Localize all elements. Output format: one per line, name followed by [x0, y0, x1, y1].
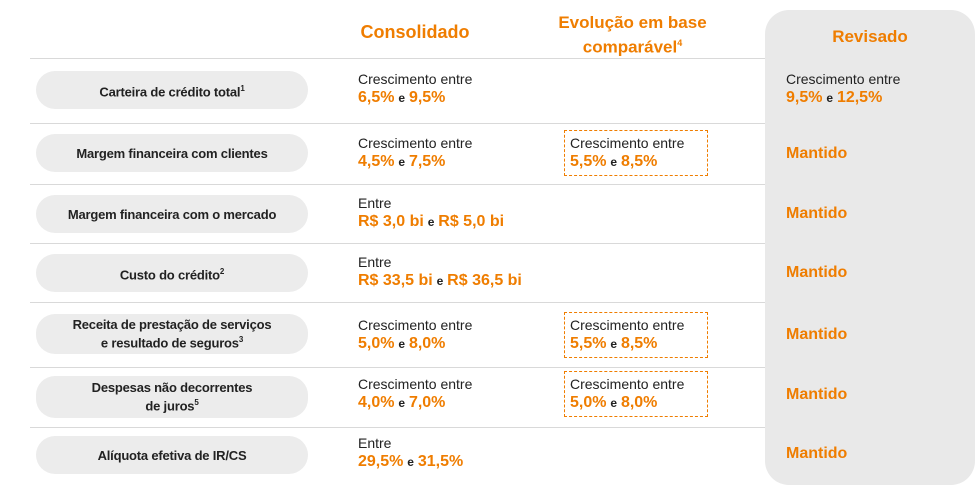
revisado-mantido: Mantido [786, 264, 848, 281]
consolidado-margem-mercado: Entre R$ 3,0 bi e R$ 5,0 bi [358, 194, 504, 231]
cell-prefix: Entre [358, 195, 392, 211]
footnote-sup: 2 [219, 266, 225, 276]
row-label-margem-mercado: Margem financeira com o mercado [36, 195, 308, 233]
conjunction: e [407, 455, 414, 469]
consolidado-margem-clientes: Crescimento entre 4,5% e 7,5% [358, 134, 472, 171]
row-divider [30, 123, 765, 124]
cell-prefix: Crescimento entre [358, 71, 473, 87]
value-low: 5,0% [570, 394, 607, 411]
revisado-mantido: Mantido [786, 445, 848, 462]
header-evolucao-sup: 4 [677, 38, 683, 48]
row-label-text: Margem financeira com clientes [76, 145, 268, 161]
row-label-carteira: Carteira de crédito total1 [36, 71, 308, 109]
evolucao-despesas: Crescimento entre 5,0% e 8,0% [564, 371, 708, 417]
value-low: 4,5% [358, 153, 395, 170]
conjunction: e [427, 215, 435, 229]
header-evolucao-line2: comparável [582, 37, 678, 57]
value-low: 5,0% [358, 335, 395, 352]
row-label-aliquota: Alíquota efetiva de IR/CS [36, 436, 308, 474]
cell-prefix: Entre [358, 254, 392, 270]
row-divider [30, 58, 765, 59]
revisado-mantido: Mantido [786, 326, 848, 343]
revisado-mantido: Mantido [786, 145, 848, 162]
conjunction: e [826, 91, 834, 105]
value-high: 7,0% [408, 394, 446, 411]
value-high: R$ 36,5 bi [447, 272, 522, 289]
conjunction: e [398, 337, 406, 351]
value-low: 5,5% [570, 335, 607, 352]
consolidado-custo-credito: Entre R$ 33,5 bi e R$ 36,5 bi [358, 253, 522, 290]
cell-prefix: Crescimento entre [786, 71, 901, 87]
value-high: 8,0% [408, 335, 446, 352]
cell-prefix: Crescimento entre [570, 376, 685, 392]
header-evolucao-line1: Evolução em base [558, 13, 707, 32]
row-label-text: Custo do crédito [119, 267, 220, 283]
footnote-sup: 5 [194, 398, 199, 408]
conjunction: e [398, 91, 406, 105]
header-revisado: Revisado [832, 27, 908, 46]
header-consolidado: Consolidado [360, 22, 470, 42]
footnote-sup: 3 [238, 335, 244, 345]
conjunction: e [398, 155, 406, 169]
conjunction: e [610, 396, 618, 410]
cell-prefix: Crescimento entre [570, 317, 685, 333]
cell-prefix: Entre [358, 435, 392, 451]
row-divider [30, 184, 765, 185]
row-label-receita-servicos: Receita de prestação de serviços e result… [36, 314, 308, 354]
cell-prefix: Crescimento entre [358, 376, 473, 392]
conjunction: e [436, 274, 444, 288]
row-divider [30, 367, 765, 368]
row-label-margem-clientes: Margem financeira com clientes [36, 134, 308, 172]
conjunction: e [398, 396, 406, 410]
value-low: 9,5% [786, 89, 823, 106]
consolidado-aliquota: Entre 29,5% e 31,5% [358, 434, 463, 471]
consolidado-receita-servicos: Crescimento entre 5,0% e 8,0% [358, 316, 472, 353]
row-label-line1: Despesas não decorrentes [91, 380, 253, 396]
value-low: 6,5% [358, 89, 395, 106]
evolucao-receita-servicos: Crescimento entre 5,5% e 8,5% [564, 312, 708, 358]
value-high: 7,5% [408, 153, 446, 170]
row-label-text: Alíquota efetiva de IR/CS [97, 447, 247, 463]
revisado-mantido: Mantido [786, 205, 848, 222]
value-high: 8,5% [620, 153, 658, 170]
conjunction: e [610, 337, 618, 351]
row-divider [30, 243, 765, 244]
revised-column-background [765, 10, 975, 485]
revisado-mantido: Mantido [786, 386, 848, 403]
value-low: R$ 33,5 bi [358, 272, 433, 289]
value-low: 5,5% [570, 153, 607, 170]
row-label-text: Margem financeira com o mercado [67, 206, 277, 222]
row-divider [30, 302, 765, 303]
cell-prefix: Crescimento entre [358, 135, 473, 151]
value-high: 9,5% [408, 89, 446, 106]
footnote-sup: 1 [240, 83, 245, 93]
value-low: 4,0% [358, 394, 395, 411]
cell-prefix: Crescimento entre [570, 135, 685, 151]
value-high: 8,0% [620, 394, 658, 411]
consolidado-despesas: Crescimento entre 4,0% e 7,0% [358, 375, 472, 412]
row-label-despesas: Despesas não decorrentes de juros5 [36, 376, 308, 418]
evolucao-margem-clientes: Crescimento entre 5,5% e 8,5% [564, 130, 708, 176]
value-high: R$ 5,0 bi [438, 213, 505, 230]
revisado-carteira: Crescimento entre 9,5% e 12,5% [786, 70, 900, 107]
consolidado-carteira: Crescimento entre 6,5% e 9,5% [358, 70, 472, 107]
header-evolucao: Evolução em base comparável4 [545, 12, 720, 58]
value-low: R$ 3,0 bi [358, 213, 424, 230]
row-label-line2: e resultado de seguros [100, 335, 239, 351]
row-divider [30, 427, 765, 428]
conjunction: e [610, 155, 618, 169]
row-label-line2: de juros [145, 398, 195, 414]
value-high: 31,5% [417, 453, 464, 470]
row-label-custo-credito: Custo do crédito2 [36, 254, 308, 292]
cell-prefix: Crescimento entre [358, 317, 473, 333]
value-high: 8,5% [620, 335, 658, 352]
value-low: 29,5% [358, 453, 404, 470]
row-label-text: Carteira de crédito total [99, 84, 241, 100]
value-high: 12,5% [836, 89, 883, 106]
row-label-line1: Receita de prestação de serviços [72, 317, 272, 333]
